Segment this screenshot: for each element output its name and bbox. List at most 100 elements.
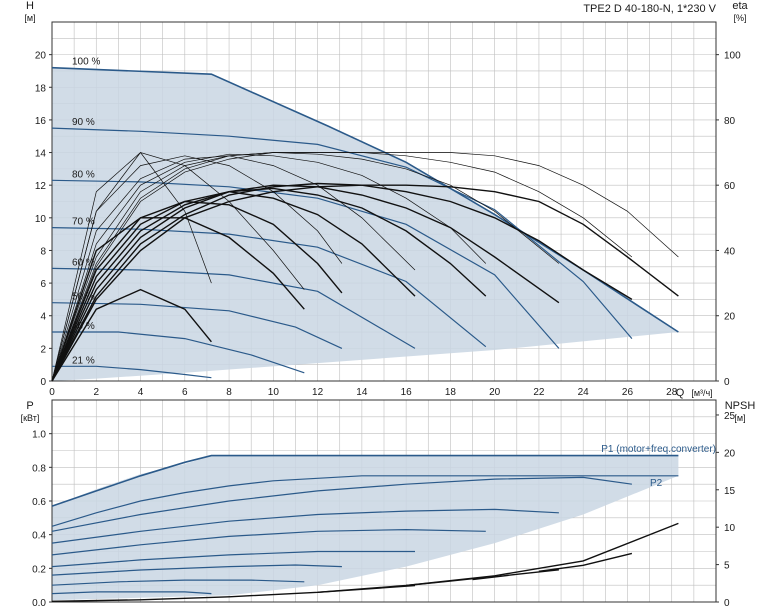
y-tick-label: 12 xyxy=(35,181,47,192)
y-tick-label: 0 xyxy=(40,377,46,388)
x-tick-label: 24 xyxy=(578,387,590,398)
series-label: 40 % xyxy=(72,321,95,332)
power-panel: 0.0 0.2 0.4 0.6 0.8 1.0 0 5 10 15 20 25 xyxy=(32,399,736,609)
y2-tick-label: 60 xyxy=(724,181,736,192)
eta-line xyxy=(51,155,416,382)
y-tick-label: 20 xyxy=(35,51,47,62)
series-label: 90 % xyxy=(72,117,95,128)
y-tick-label: 14 xyxy=(35,149,47,160)
eta-axis-unit: [%] xyxy=(733,13,746,23)
eta-line xyxy=(51,152,633,382)
eta-line xyxy=(51,217,305,382)
x-tick-label: 28 xyxy=(666,387,678,398)
series-label: 60 % xyxy=(72,257,95,268)
x-tick-label: 20 xyxy=(489,387,501,398)
npsh-axis-unit: [м] xyxy=(734,413,745,423)
y-tick-label: 10 xyxy=(35,214,47,225)
y-tick-label: 6 xyxy=(40,279,46,290)
eta-line xyxy=(51,155,343,382)
y2-tick-label: 0 xyxy=(724,377,730,388)
series-label: 21 % xyxy=(72,355,95,366)
series-line xyxy=(51,591,212,595)
y-tick-label: 8 xyxy=(40,246,46,257)
series-line xyxy=(51,454,679,507)
y2-tick-label: 20 xyxy=(724,312,736,323)
head-axis-unit: [м] xyxy=(24,13,35,23)
x-tick-label: 4 xyxy=(138,387,144,398)
eta-line xyxy=(51,187,487,382)
series-line xyxy=(51,476,632,532)
eta-line xyxy=(51,200,343,382)
y-tick-label: 0.0 xyxy=(32,598,46,609)
x-tick-label: 12 xyxy=(312,387,324,398)
y-tick-label: 16 xyxy=(35,116,47,127)
series-line xyxy=(51,550,415,568)
y2-tick-label: 40 xyxy=(724,246,736,257)
p1-annotation: P1 (motor+freq.converter) xyxy=(601,444,716,455)
x-tick-label: 2 xyxy=(93,387,99,398)
y-tick-label: 4 xyxy=(40,312,46,323)
flow-axis-label: Q xyxy=(676,387,685,399)
eta-line xyxy=(51,151,212,382)
y-tick-label: 2 xyxy=(40,344,46,355)
x-tick-label: 26 xyxy=(622,387,634,398)
eta-line xyxy=(51,182,633,382)
x-tick-label: 6 xyxy=(182,387,188,398)
series-line xyxy=(51,127,633,339)
y-tick-label: 1.0 xyxy=(32,430,46,441)
series-line xyxy=(51,564,342,576)
y-tick-label: 0.8 xyxy=(32,463,46,474)
power-axis-label: P xyxy=(26,400,33,412)
x-tick-label: 14 xyxy=(356,387,368,398)
head-axis-label: H xyxy=(26,0,34,12)
series-line xyxy=(51,475,679,527)
y2-tick-label: 20 xyxy=(724,448,736,459)
series-line xyxy=(52,331,305,374)
x-tick-label: 10 xyxy=(268,387,280,398)
series-line xyxy=(51,579,305,586)
y-tick-label: 0.6 xyxy=(32,497,46,508)
series-line xyxy=(51,267,416,349)
flow-axis-unit: [м³/ч] xyxy=(691,388,712,398)
y2-tick-label: 100 xyxy=(724,51,741,62)
eta-line xyxy=(51,184,560,382)
y-tick-label: 18 xyxy=(35,83,47,94)
npsh-line xyxy=(538,552,633,572)
eta-line xyxy=(51,152,560,382)
x-tick-label: 0 xyxy=(49,387,55,398)
y2-tick-label: 5 xyxy=(724,561,730,572)
eta-line xyxy=(51,153,487,382)
x-tick-label: 18 xyxy=(445,387,457,398)
npsh-line xyxy=(317,584,416,593)
x-tick-label: 22 xyxy=(533,387,545,398)
series-line xyxy=(51,179,560,349)
series-line xyxy=(51,528,486,556)
series-line xyxy=(51,302,343,349)
y2-tick-label: 0 xyxy=(724,598,730,609)
y2-tick-label: 10 xyxy=(724,523,736,534)
power-axis-unit: [кВт] xyxy=(21,413,40,423)
series-line xyxy=(51,508,559,544)
x-tick-label: 8 xyxy=(226,387,232,398)
y2-tick-label: 25 xyxy=(724,411,736,422)
p2-annotation: P2 xyxy=(650,478,663,489)
eta-line xyxy=(51,190,416,382)
series-label: 70 % xyxy=(72,217,95,228)
chart-title: TPE2 D 40-180-N, 1*230 V xyxy=(583,3,716,15)
plot-frame xyxy=(51,21,717,382)
series-label: 100 % xyxy=(72,57,100,68)
y-tick-label: 0.2 xyxy=(32,564,46,575)
series-label: 80 % xyxy=(72,169,95,180)
npsh-line xyxy=(472,569,559,581)
y-tick-label: 0.4 xyxy=(32,531,46,542)
x-tick-label: 16 xyxy=(401,387,413,398)
operating-envelope xyxy=(52,455,679,601)
npsh-axis-label: NPSH xyxy=(725,400,756,412)
npsh-line xyxy=(406,576,486,587)
eta-line xyxy=(51,288,212,382)
y2-tick-label: 15 xyxy=(724,486,736,497)
y2-tick-label: 80 xyxy=(724,116,736,127)
